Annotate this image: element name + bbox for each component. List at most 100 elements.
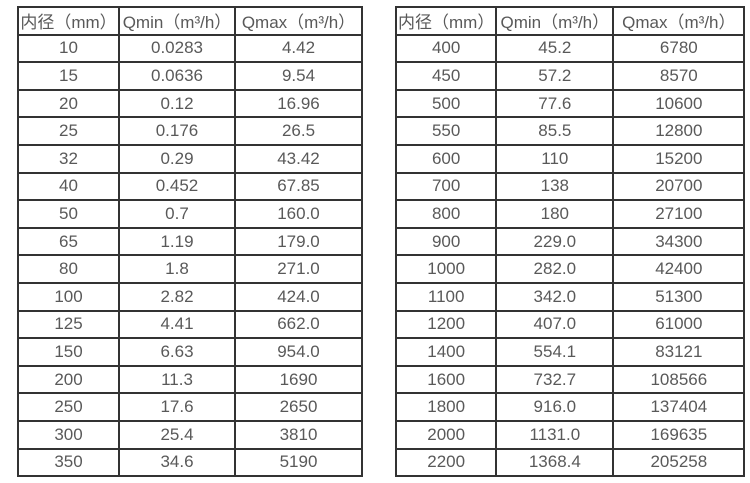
table-cell: 282.0 — [495, 254, 615, 284]
table-cell: 16.96 — [234, 88, 363, 119]
table-cell: 205258 — [612, 447, 746, 478]
table-cell: 34.6 — [118, 447, 236, 478]
table-cell: 20700 — [612, 171, 746, 202]
table-row: 1000 282.0 42400 — [394, 254, 746, 284]
table-row: 125 4.41 662.0 — [17, 309, 363, 340]
table-cell: 1.19 — [118, 226, 236, 257]
table-cell: 100 — [17, 281, 120, 312]
table-cell: 6780 — [612, 33, 746, 64]
table-cell: 1200 — [394, 309, 498, 340]
table-cell: 27100 — [612, 199, 746, 229]
table-cell: 34300 — [612, 226, 746, 257]
table-cell: 732.7 — [495, 364, 615, 395]
table-cell: 169635 — [612, 419, 746, 450]
table-cell: 229.0 — [495, 226, 615, 257]
table-cell: 42400 — [612, 254, 746, 284]
table-cell: 4.41 — [118, 309, 236, 340]
table-cell: 1131.0 — [495, 419, 615, 450]
table-cell: 954.0 — [234, 337, 363, 367]
table-cell: 83121 — [612, 337, 746, 367]
table-row: 50 0.7 160.0 — [17, 199, 363, 229]
table-cell: 0.7 — [118, 199, 236, 229]
table-row: 2000 1131.0 169635 — [394, 419, 746, 450]
table-cell: 700 — [394, 171, 498, 202]
table-cell: 250 — [17, 392, 120, 422]
table-cell: 6.63 — [118, 337, 236, 367]
table-cell: 160.0 — [234, 199, 363, 229]
table-cell: 20 — [17, 88, 120, 119]
table-cell: 662.0 — [234, 309, 363, 340]
table-cell: 15 — [17, 61, 120, 91]
header-row: 内径（mm） Qmin（m³/h） Qmax（m³/h） — [394, 6, 746, 36]
table-row: 25 0.176 26.5 — [17, 116, 363, 146]
table-cell: 179.0 — [234, 226, 363, 257]
table-row: 15 0.0636 9.54 — [17, 61, 363, 91]
table-cell: 150 — [17, 337, 120, 367]
table-cell: 2000 — [394, 419, 498, 450]
table-cell: 25 — [17, 116, 120, 146]
table-row: 550 85.5 12800 — [394, 116, 746, 146]
table-cell: 350 — [17, 447, 120, 478]
table-cell: 180 — [495, 199, 615, 229]
table-row: 1600 732.7 108566 — [394, 364, 746, 395]
table-row: 32 0.29 43.42 — [17, 143, 363, 174]
table-cell: 0.0636 — [118, 61, 236, 91]
header-row: 内径（mm） Qmin（m³/h） Qmax（m³/h） — [17, 6, 363, 36]
table-row: 80 1.8 271.0 — [17, 254, 363, 284]
table-row: 150 6.63 954.0 — [17, 337, 363, 367]
table-cell: 424.0 — [234, 281, 363, 312]
table-cell: 0.176 — [118, 116, 236, 146]
table-cell: 1600 — [394, 364, 498, 395]
table-cell: 407.0 — [495, 309, 615, 340]
table-row: 250 17.6 2650 — [17, 392, 363, 422]
table-row: 1400 554.1 83121 — [394, 337, 746, 367]
table-cell: 3810 — [234, 419, 363, 450]
table-row: 450 57.2 8570 — [394, 61, 746, 91]
table-cell: 0.29 — [118, 143, 236, 174]
header-cell: Qmax（m³/h） — [234, 6, 363, 36]
table-cell: 1690 — [234, 364, 363, 395]
table-cell: 61000 — [612, 309, 746, 340]
table-cell: 45.2 — [495, 33, 615, 64]
table-cell: 271.0 — [234, 254, 363, 284]
table-row: 1200 407.0 61000 — [394, 309, 746, 340]
table-cell: 32 — [17, 143, 120, 174]
table-cell: 108566 — [612, 364, 746, 395]
table-cell: 65 — [17, 226, 120, 257]
table-row: 1100 342.0 51300 — [394, 281, 746, 312]
header-cell: 内径（mm） — [394, 6, 498, 36]
table-cell: 12800 — [612, 116, 746, 146]
table-cell: 600 — [394, 143, 498, 174]
table-row: 600 110 15200 — [394, 143, 746, 174]
table-row: 900 229.0 34300 — [394, 226, 746, 257]
table-cell: 80 — [17, 254, 120, 284]
table-row: 800 180 27100 — [394, 199, 746, 229]
table-row: 700 138 20700 — [394, 171, 746, 202]
table-cell: 1800 — [394, 392, 498, 422]
table-cell: 125 — [17, 309, 120, 340]
table-cell: 40 — [17, 171, 120, 202]
table-cell: 67.85 — [234, 171, 363, 202]
table-cell: 25.4 — [118, 419, 236, 450]
header-cell: Qmin（m³/h） — [495, 6, 615, 36]
table-cell: 17.6 — [118, 392, 236, 422]
table-row: 20 0.12 16.96 — [17, 88, 363, 119]
table-cell: 1100 — [394, 281, 498, 312]
table-cell: 0.12 — [118, 88, 236, 119]
table-row: 1800 916.0 137404 — [394, 392, 746, 422]
table-cell: 26.5 — [234, 116, 363, 146]
table-cell: 5190 — [234, 447, 363, 478]
table-row: 500 77.6 10600 — [394, 88, 746, 119]
flow-spec-table-small-diameters: 内径（mm） Qmin（m³/h） Qmax（m³/h） 10 0.0283 4.42 15… — [17, 6, 363, 478]
table-row: 2200 1368.4 205258 — [394, 447, 746, 478]
table-cell: 1368.4 — [495, 447, 615, 478]
table-cell: 916.0 — [495, 392, 615, 422]
table-row: 10 0.0283 4.42 — [17, 33, 363, 64]
flow-spec-table-large-diameters: 内径（mm） Qmin（m³/h） Qmax（m³/h） 400 45.2 6780 450… — [394, 6, 746, 478]
table-cell: 4.42 — [234, 33, 363, 64]
table-row: 350 34.6 5190 — [17, 447, 363, 478]
table-row: 100 2.82 424.0 — [17, 281, 363, 312]
table-cell: 8570 — [612, 61, 746, 91]
table-cell: 342.0 — [495, 281, 615, 312]
table-row: 200 11.3 1690 — [17, 364, 363, 395]
